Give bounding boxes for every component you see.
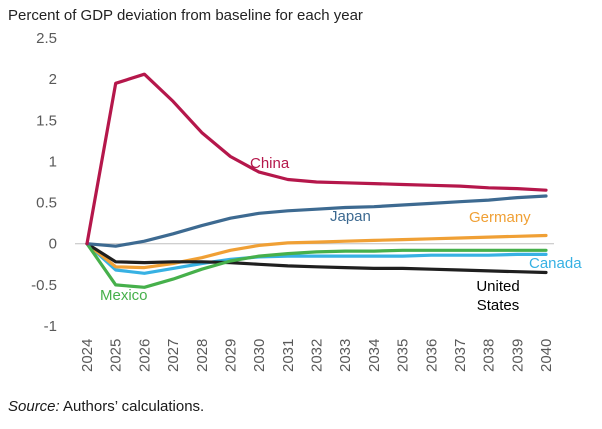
y-tick-label: 1.5 xyxy=(36,112,57,129)
series-label-canada: Canada xyxy=(529,255,582,272)
series-label-mexico: Mexico xyxy=(100,287,148,304)
series-line-mexico xyxy=(85,242,548,289)
series-label-japan: Japan xyxy=(330,208,371,225)
x-tick-label: 2037 xyxy=(452,339,469,372)
x-tick-label: 2039 xyxy=(509,339,526,372)
series-label-germany: Germany xyxy=(469,209,531,226)
y-tick-label: 0.5 xyxy=(36,195,57,212)
y-tick-label: -0.5 xyxy=(31,277,57,294)
x-tick-label: 2028 xyxy=(194,339,211,372)
x-tick-label: 2040 xyxy=(538,339,555,372)
x-tick-label: 2035 xyxy=(395,339,412,372)
chart-title: Percent of GDP deviation from baseline f… xyxy=(8,7,363,24)
x-tick-label: 2024 xyxy=(79,339,96,372)
series-label-united-states: United xyxy=(476,278,519,295)
x-tick-label: 2032 xyxy=(309,339,326,372)
x-tick-label: 2026 xyxy=(136,339,153,372)
series-line-canada xyxy=(85,242,548,275)
series-label-united-states: States xyxy=(477,297,520,314)
y-tick-label: -1 xyxy=(44,318,57,335)
x-tick-label: 2033 xyxy=(337,339,354,372)
series-line-japan xyxy=(85,194,548,248)
y-tick-label: 1 xyxy=(49,153,57,170)
series-line-china xyxy=(85,72,548,246)
x-tick-label: 2030 xyxy=(251,339,268,372)
series-label-china: China xyxy=(250,155,290,172)
x-tick-label: 2025 xyxy=(108,339,125,372)
x-tick-label: 2031 xyxy=(280,339,297,372)
y-tick-label: 2 xyxy=(49,71,57,88)
x-tick-label: 2036 xyxy=(423,339,440,372)
x-tick-label: 2027 xyxy=(165,339,182,372)
x-tick-label: 2029 xyxy=(222,339,239,372)
x-tick-label: 2034 xyxy=(366,339,383,372)
source-note: Source: Authors’ calculations. xyxy=(8,398,204,415)
source-label: Source: xyxy=(8,398,60,415)
y-tick-label: 0 xyxy=(49,236,57,253)
x-tick-label: 2038 xyxy=(481,339,498,372)
series-line-germany xyxy=(85,233,548,270)
series-line-united-states xyxy=(85,242,548,275)
y-tick-label: 2.5 xyxy=(36,30,57,47)
source-text: Authors’ calculations. xyxy=(59,398,205,415)
